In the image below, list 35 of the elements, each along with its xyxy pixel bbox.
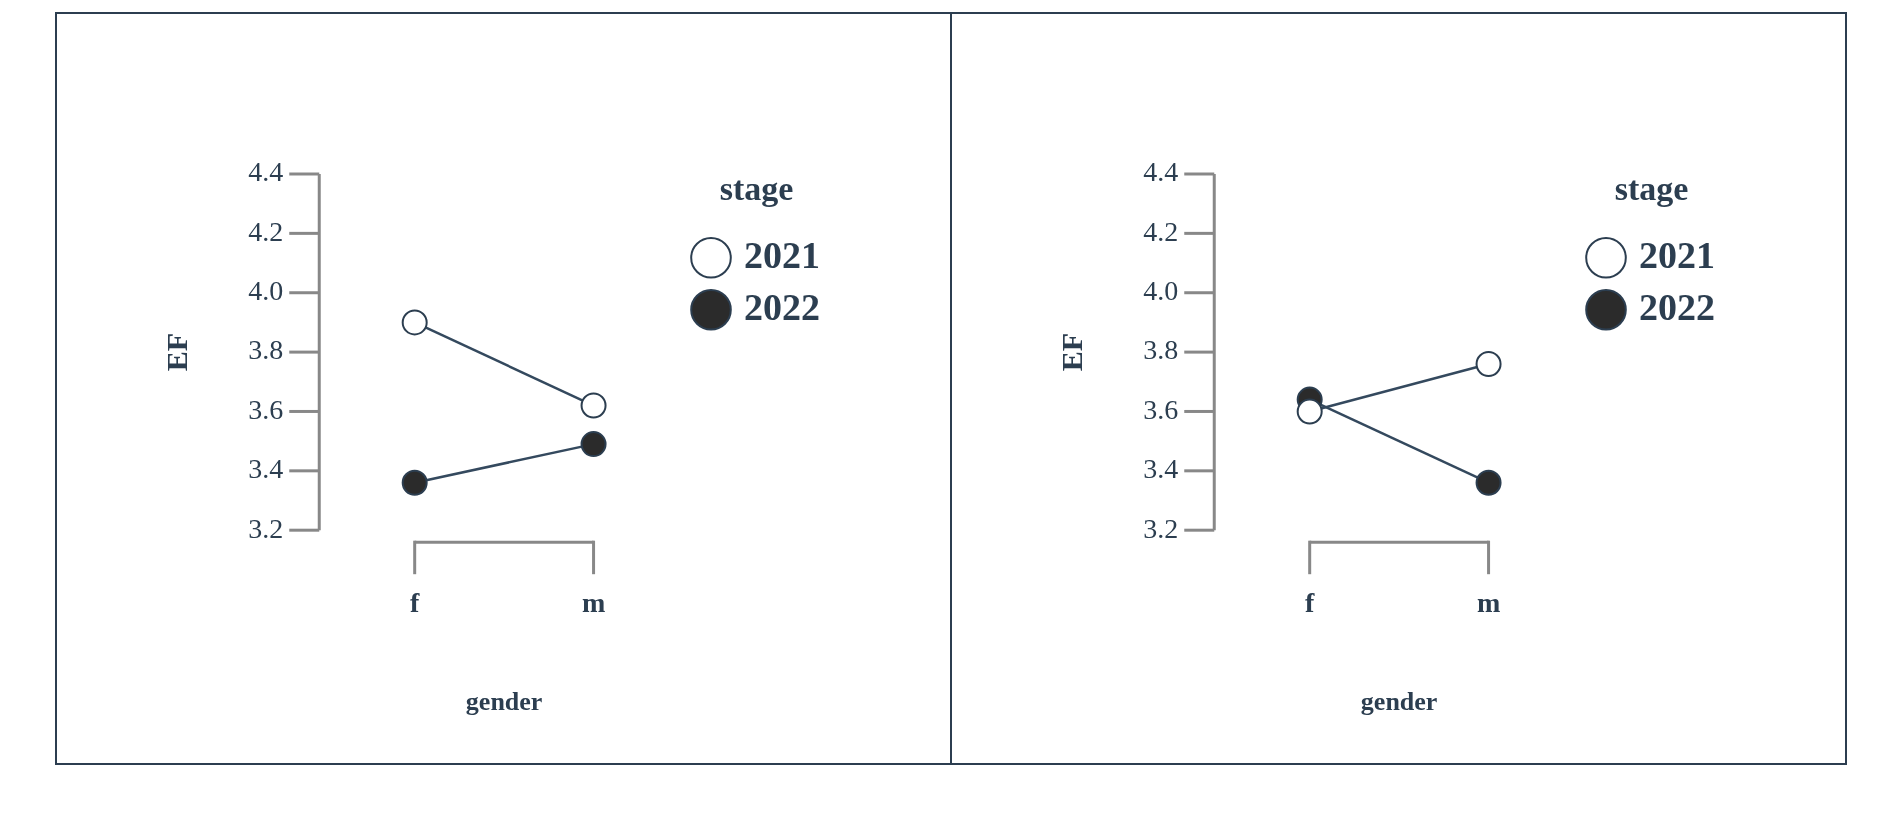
y-tick-label: 4.2 bbox=[248, 215, 284, 247]
legend-title: stage bbox=[1614, 169, 1689, 207]
y-tick-label: 3.4 bbox=[1143, 453, 1179, 485]
y-tick-label: 4.4 bbox=[248, 156, 284, 188]
y-tick-label: 3.8 bbox=[1143, 334, 1179, 366]
point bbox=[401, 469, 428, 496]
y-axis-title: EF bbox=[1054, 332, 1088, 372]
y-tick-label: 4.2 bbox=[1143, 215, 1179, 247]
legend-label: 2021 bbox=[744, 233, 820, 276]
point bbox=[1296, 398, 1323, 425]
y-tick-label: 3.6 bbox=[1143, 393, 1179, 425]
point bbox=[580, 431, 607, 458]
point bbox=[1475, 469, 1502, 496]
y-tick-label: 4.0 bbox=[1143, 275, 1179, 307]
y-tick-label: 3.8 bbox=[248, 334, 284, 366]
y-tick-label: 3.4 bbox=[248, 453, 284, 485]
x-tick-label: m bbox=[581, 587, 606, 619]
x-tick-label: f bbox=[1305, 587, 1316, 619]
point bbox=[580, 392, 607, 419]
y-tick-label: 3.6 bbox=[248, 393, 284, 425]
legend-label: 2022 bbox=[744, 285, 820, 328]
point bbox=[1475, 350, 1502, 377]
x-axis-title: gender bbox=[1360, 687, 1438, 717]
y-tick-label: 4.0 bbox=[248, 275, 284, 307]
legend-label: 2022 bbox=[1639, 285, 1715, 328]
y-tick-label: 3.2 bbox=[248, 512, 284, 544]
legend-title: stage bbox=[719, 169, 794, 207]
y-axis-title: EF bbox=[159, 332, 193, 372]
point bbox=[401, 309, 428, 336]
y-tick-label: 4.4 bbox=[1143, 156, 1179, 188]
y-tick-label: 3.2 bbox=[1143, 512, 1179, 544]
x-tick-label: m bbox=[1476, 587, 1501, 619]
x-tick-label: f bbox=[410, 587, 421, 619]
legend-label: 2021 bbox=[1639, 233, 1715, 276]
x-axis-title: gender bbox=[465, 687, 543, 717]
